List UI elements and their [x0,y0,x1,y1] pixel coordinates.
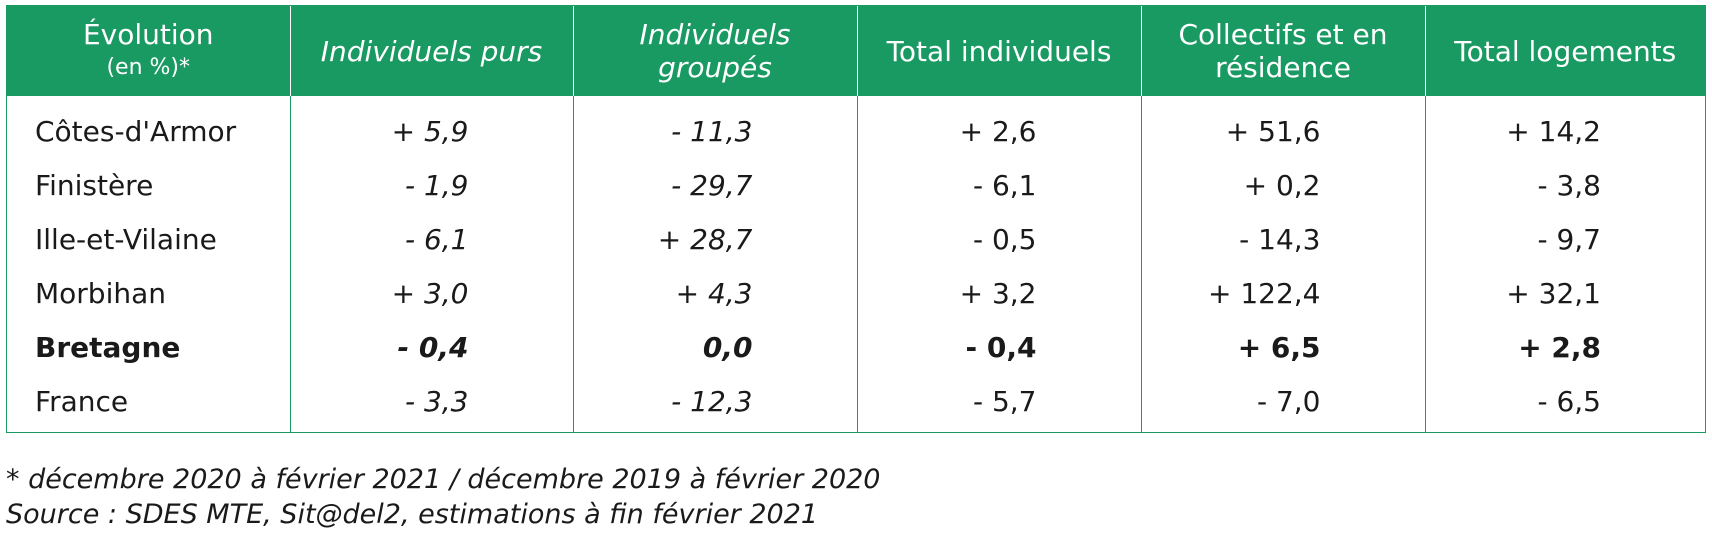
header-individuels-purs: Individuels purs [289,6,573,96]
header-evolution-line1: Évolution [82,18,214,51]
cell-total-logements: - 9,7 [1424,212,1705,266]
cell-total-logements: - 6,5 [1424,374,1705,432]
cell-collectifs: + 122,4 [1140,266,1425,320]
header-total-individuels-label: Total individuels [886,34,1112,68]
cell-collectifs: + 6,5 [1140,320,1425,374]
table-row: Côtes-d'Armor + 5,9 - 11,3 + 2,6 + 51,6 … [7,96,1705,158]
cell-collectifs: - 7,0 [1140,374,1425,432]
header-individuels-groupes-line2: groupés [658,51,772,84]
cell-individuels-purs: - 3,3 [289,374,573,432]
cell-total-individuels: - 5,7 [856,374,1141,432]
cell-individuels-groupes: + 4,3 [572,266,857,320]
cell-individuels-groupes: + 28,7 [572,212,857,266]
cell-individuels-purs: - 1,9 [289,158,573,212]
header-row: Évolution (en %)* Individuels purs Indiv… [7,6,1705,96]
table-row: France - 3,3 - 12,3 - 5,7 - 7,0 - 6,5 [7,374,1705,432]
row-label: France [35,384,129,418]
header-individuels-groupes-line1: Individuels [639,18,791,51]
cell-total-individuels: + 2,6 [856,96,1141,158]
row-label: Finistère [35,168,154,202]
cell-individuels-purs: + 5,9 [289,96,573,158]
source-note: Source : SDES MTE, Sit@del2, estimations… [6,499,819,530]
cell-individuels-groupes: - 29,7 [572,158,857,212]
cell-total-logements: + 14,2 [1424,96,1705,158]
header-total-logements: Total logements [1424,6,1705,96]
row-label: Morbihan [35,276,167,310]
header-evolution: Évolution (en %)* [7,6,290,96]
cell-total-individuels: - 0,5 [856,212,1141,266]
table-row: Morbihan + 3,0 + 4,3 + 3,2 + 122,4 + 32,… [7,266,1705,320]
cell-total-individuels: + 3,2 [856,266,1141,320]
cell-individuels-groupes: 0,0 [572,320,857,374]
header-total-individuels: Total individuels [856,6,1141,96]
table-row-bretagne: Bretagne - 0,4 0,0 - 0,4 + 6,5 + 2,8 [7,320,1705,374]
cell-total-logements: - 3,8 [1424,158,1705,212]
row-label: Côtes-d'Armor [35,114,237,148]
header-collectifs: Collectifs et en résidence [1140,6,1425,96]
footnote: * décembre 2020 à février 2021 / décembr… [6,464,881,495]
header-individuels-groupes: Individuels groupés [572,6,857,96]
table-row: Finistère - 1,9 - 29,7 - 6,1 + 0,2 - 3,8 [7,158,1705,212]
header-total-logements-label: Total logements [1454,34,1677,68]
row-label: Bretagne [35,330,181,364]
cell-individuels-groupes: - 11,3 [572,96,857,158]
header-evolution-line2: (en %)* [106,55,191,80]
header-collectifs-line1: Collectifs et en [1178,18,1388,51]
cell-individuels-groupes: - 12,3 [572,374,857,432]
header-individuels-purs-label: Individuels purs [320,34,543,68]
housing-evolution-table: Évolution (en %)* Individuels purs Indiv… [6,5,1706,433]
cell-collectifs: + 0,2 [1140,158,1425,212]
cell-individuels-purs: - 6,1 [289,212,573,266]
cell-total-individuels: - 0,4 [856,320,1141,374]
row-label: Ille-et-Vilaine [35,222,217,256]
cell-collectifs: - 14,3 [1140,212,1425,266]
header-collectifs-line2: résidence [1215,51,1351,84]
cell-individuels-purs: + 3,0 [289,266,573,320]
table-notes: * décembre 2020 à février 2021 / décembr… [6,462,880,532]
cell-collectifs: + 51,6 [1140,96,1425,158]
table-row: Ille-et-Vilaine - 6,1 + 28,7 - 0,5 - 14,… [7,212,1705,266]
cell-total-individuels: - 6,1 [856,158,1141,212]
cell-individuels-purs: - 0,4 [289,320,573,374]
cell-total-logements: + 2,8 [1424,320,1705,374]
data-table: Évolution (en %)* Individuels purs Indiv… [7,6,1705,432]
cell-total-logements: + 32,1 [1424,266,1705,320]
